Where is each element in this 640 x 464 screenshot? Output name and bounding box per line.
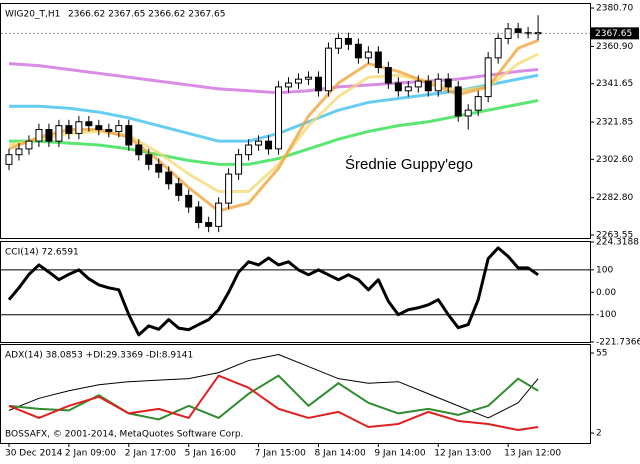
panel-title: CCI(14) 72.6591 xyxy=(5,248,79,258)
candle-body xyxy=(125,125,133,146)
candle-body xyxy=(374,51,382,69)
main-panel xyxy=(0,3,591,239)
copyright: BOSSAFX, © 2001-2014, MetaQuotes Softwar… xyxy=(5,430,243,440)
candle-body xyxy=(275,86,283,150)
candle-body xyxy=(175,183,183,196)
bid-label-box xyxy=(591,27,639,40)
candle-body xyxy=(354,43,362,59)
series-line xyxy=(8,374,539,432)
y-tick-label: 2302.60 xyxy=(596,155,633,165)
candle-body xyxy=(195,206,203,224)
candle-body xyxy=(444,78,452,88)
y-tick-label: 0.00 xyxy=(596,288,616,298)
y-tick-label: 2 xyxy=(596,429,602,439)
candle-body xyxy=(145,154,153,165)
candle-body xyxy=(514,28,522,34)
candle-body xyxy=(35,129,43,142)
candle-body xyxy=(304,76,312,80)
y-tick-label: -221.7366 xyxy=(596,338,640,348)
y-tick-label: 2341.65 xyxy=(596,79,633,89)
candle-body xyxy=(364,51,372,59)
y-tick-label: 224.3188 xyxy=(596,238,639,248)
y-tick-label: 2282.80 xyxy=(596,193,633,203)
x-tick-label: 30 Dec 2014 xyxy=(5,449,63,459)
x-tick-label: 2 Jan 17:00 xyxy=(125,449,177,459)
series-line xyxy=(8,374,539,421)
candle-body xyxy=(265,140,273,150)
candle-body xyxy=(75,121,83,134)
candle-body xyxy=(185,194,193,208)
candle-body xyxy=(165,171,173,185)
candle-body xyxy=(15,148,23,156)
candle-body xyxy=(45,129,53,142)
y-tick-label: 2380.70 xyxy=(596,4,633,14)
y-tick-label: 2360.90 xyxy=(596,42,633,52)
candle-body xyxy=(5,154,13,165)
x-tick-label: 9 Jan 14:00 xyxy=(374,449,426,459)
candle-body xyxy=(65,125,73,134)
candle-body xyxy=(464,109,472,117)
y-tick-label: 55 xyxy=(596,349,607,359)
candle-body xyxy=(474,96,482,111)
candle-body xyxy=(414,80,422,88)
candle-body xyxy=(314,76,322,92)
series-line xyxy=(7,246,539,337)
x-tick-label: 2 Jan 09:00 xyxy=(65,449,117,459)
candle-body xyxy=(394,82,402,92)
y-tick-label: 2321.85 xyxy=(596,118,633,128)
candle-body xyxy=(255,140,263,146)
candle-body xyxy=(205,222,213,227)
candle-body xyxy=(235,154,243,175)
y-tick-label: 2263.55 xyxy=(596,230,633,240)
candle-body xyxy=(135,144,143,156)
candle-body xyxy=(454,86,462,117)
ohlc-info: 2366.62 2367.65 2366.62 2367.65 xyxy=(68,10,225,20)
candle-body xyxy=(434,78,442,92)
candle-body xyxy=(55,125,63,142)
candle-body xyxy=(494,37,502,59)
y-tick-label: -100 xyxy=(596,310,617,320)
candle-body xyxy=(85,121,93,127)
bid-label: 2367.65 xyxy=(595,29,632,39)
candle-body xyxy=(424,80,432,92)
candle-body xyxy=(294,78,302,84)
x-tick-label: 13 Jan 12:00 xyxy=(504,449,561,459)
candle-body xyxy=(25,140,33,150)
series-line xyxy=(8,354,539,419)
candle-body xyxy=(105,129,113,132)
adx-panel xyxy=(0,344,591,444)
candle-body xyxy=(95,125,103,131)
candle-body xyxy=(484,57,492,98)
y-tick-label: 100 xyxy=(596,265,613,275)
x-tick-label: 12 Jan 13:00 xyxy=(434,449,491,459)
candle-body xyxy=(225,173,233,204)
x-tick-label: 5 Jan 16:00 xyxy=(185,449,237,459)
candle-body xyxy=(245,144,253,156)
candle-body xyxy=(324,47,332,92)
candle-body xyxy=(384,67,392,84)
candle-body xyxy=(115,125,123,132)
candle-body xyxy=(404,86,412,92)
x-tick-label: 8 Jan 14:00 xyxy=(314,449,366,459)
x-tick-label: 7 Jan 15:00 xyxy=(255,449,307,459)
candle-body xyxy=(215,202,223,227)
panel-title: ADX(14) 38.0853 +DI:29.3369 -DI:8.9141 xyxy=(5,351,193,361)
chart-title: WIG20_T,H1 xyxy=(5,10,60,20)
candle-body xyxy=(155,163,163,173)
candle-body xyxy=(285,82,293,88)
candle-body xyxy=(334,37,342,49)
annotation: Średnie Guppy'ego xyxy=(345,155,473,173)
candle-body xyxy=(344,37,352,45)
